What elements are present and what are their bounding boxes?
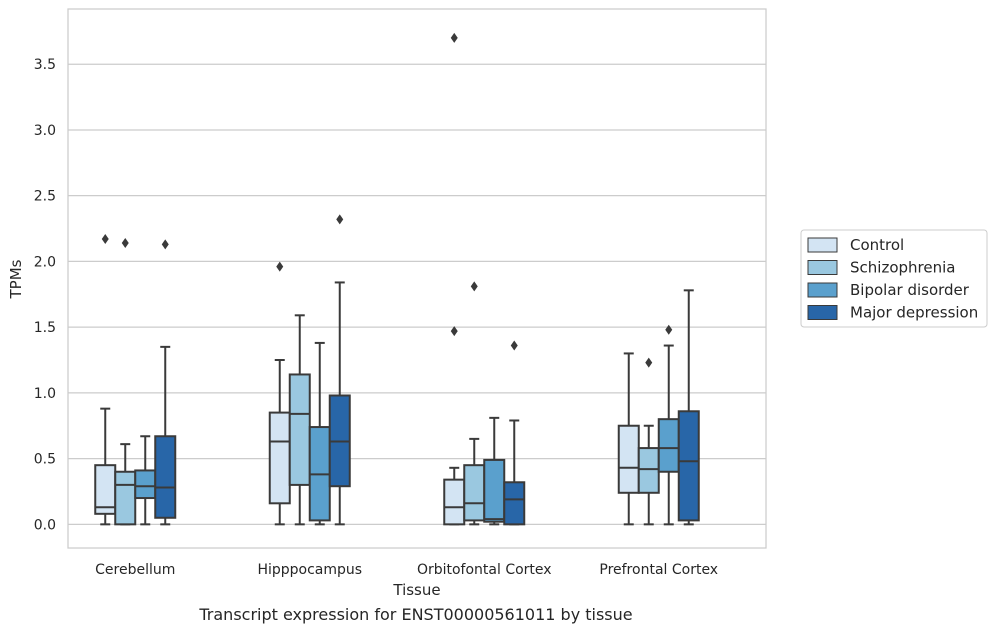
y-tick-label: 3.0 — [34, 123, 56, 139]
box-major-depression — [503, 340, 526, 526]
iqr-box — [637, 447, 660, 494]
box-control — [94, 234, 117, 526]
box-control — [268, 261, 291, 526]
outlier-point — [470, 281, 478, 292]
legend-swatch — [807, 282, 838, 298]
iqr-box — [617, 424, 640, 494]
outlier-point — [161, 239, 169, 250]
legend-swatch — [807, 305, 838, 320]
box-bipolar-disorder — [308, 341, 331, 526]
y-tick-label: 1.0 — [34, 386, 56, 402]
x-axis-label: Tissue — [392, 581, 440, 599]
box-bipolar-disorder — [483, 416, 506, 526]
legend-label: Major depression — [850, 304, 978, 322]
box-bipolar-disorder — [657, 324, 680, 526]
x-tick-label: Orbitofontal Cortex — [417, 562, 552, 578]
outlier-point — [276, 261, 284, 272]
plot-frame — [67, 8, 767, 549]
box-schizophrenia — [463, 281, 486, 526]
iqr-box — [268, 411, 291, 505]
box-schizophrenia — [288, 314, 311, 526]
outlier-point — [645, 357, 653, 368]
legend-frame — [800, 229, 988, 328]
outlier-point — [510, 340, 518, 351]
outlier-point — [336, 214, 344, 225]
figure-caption: Transcript expression for ENST0000056101… — [199, 605, 633, 624]
box-plot-marks — [94, 32, 700, 526]
legend-label: Bipolar disorder — [850, 281, 970, 299]
box-bipolar-disorder — [134, 435, 157, 526]
iqr-box — [657, 418, 680, 473]
y-axis-ticks: 0.0 0.5 1.0 1.5 2.0 2.5 3.0 3.5 — [34, 57, 56, 533]
iqr-box — [463, 464, 486, 522]
iqr-box — [154, 435, 177, 519]
box-control — [617, 352, 640, 526]
legend-label: Control — [850, 236, 904, 254]
y-tick-label: 3.5 — [34, 57, 56, 73]
outlier-point — [450, 32, 458, 43]
iqr-box — [114, 470, 137, 526]
y-tick-label: 1.5 — [34, 320, 56, 336]
y-axis-label: TPMs — [7, 259, 25, 299]
box-major-depression — [677, 289, 700, 526]
box-major-depression — [154, 239, 177, 526]
iqr-box — [443, 478, 466, 526]
y-tick-label: 0.0 — [34, 517, 56, 533]
y-tick-label: 2.0 — [34, 254, 56, 270]
x-tick-label: Hipppocampus — [257, 562, 362, 578]
box-schizophrenia — [114, 238, 137, 526]
legend-label: Schizophrenia — [850, 259, 955, 277]
legend-swatch — [807, 260, 838, 275]
x-axis-ticks: Cerebellum Hipppocampus Orbitofontal Corte… — [95, 562, 718, 578]
legend: Control Schizophrenia Bipolar disorder Majo… — [800, 229, 988, 328]
iqr-box — [134, 469, 157, 500]
outlier-point — [665, 324, 673, 335]
box-control — [443, 32, 466, 526]
outlier-point — [101, 234, 109, 245]
iqr-box — [288, 373, 311, 486]
y-tick-label: 0.5 — [34, 452, 56, 468]
gridlines — [68, 63, 766, 525]
y-tick-label: 2.5 — [34, 189, 56, 205]
outlier-point — [450, 326, 458, 337]
iqr-box — [483, 458, 506, 523]
x-tick-label: Prefrontal Cortex — [599, 562, 718, 578]
outlier-point — [121, 238, 129, 249]
box-schizophrenia — [637, 357, 660, 526]
box-major-depression — [328, 214, 351, 526]
iqr-box — [503, 481, 526, 526]
box-plot-chart: 0.0 0.5 1.0 1.5 2.0 2.5 3.0 3.5 Cerebellum Hippp… — [7, 8, 988, 599]
iqr-box — [677, 410, 700, 522]
legend-swatch — [807, 237, 838, 253]
x-tick-label: Cerebellum — [95, 562, 175, 578]
